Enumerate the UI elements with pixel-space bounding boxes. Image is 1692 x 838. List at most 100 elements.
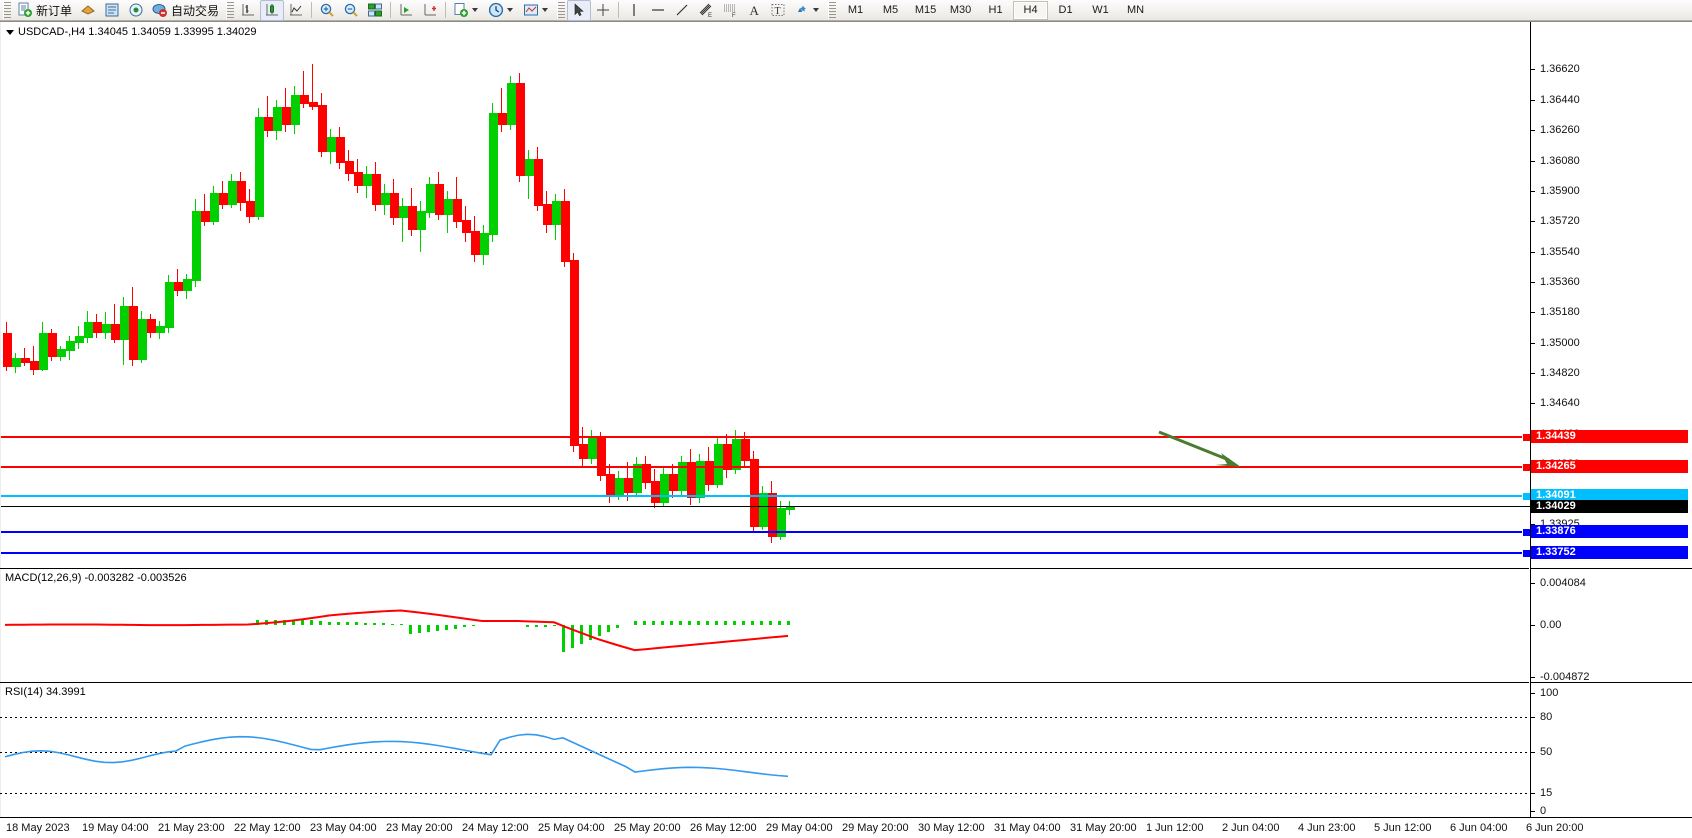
data-window-button[interactable] bbox=[100, 0, 124, 21]
toolbar-grip-3[interactable] bbox=[557, 1, 566, 19]
candle-body bbox=[309, 101, 318, 107]
scroll-end-button[interactable] bbox=[394, 0, 418, 21]
rsi-scale-label: 80 bbox=[1540, 710, 1553, 723]
timeframe-m15[interactable]: M15 bbox=[914, 4, 937, 16]
line-chart-button[interactable] bbox=[284, 0, 308, 21]
candle-body bbox=[786, 506, 795, 510]
candle-body bbox=[543, 204, 552, 225]
support-line-1-handle[interactable] bbox=[1522, 528, 1530, 538]
chevron-down-icon[interactable] bbox=[813, 8, 820, 12]
macd-histogram-bar bbox=[301, 620, 304, 625]
macd-histogram-bar bbox=[589, 624, 592, 640]
chart-shift-button[interactable] bbox=[418, 0, 442, 21]
candle-body bbox=[336, 136, 345, 163]
timeframe-m30[interactable]: M30 bbox=[949, 4, 972, 16]
macd-histogram-bar bbox=[598, 624, 601, 636]
rsi-scale-tick bbox=[1531, 793, 1535, 795]
support-line-1[interactable] bbox=[1, 531, 1530, 534]
resistance-line-1[interactable] bbox=[1, 436, 1530, 439]
candle-wick bbox=[204, 194, 205, 227]
time-axis-label: 5 Jun 12:00 bbox=[1374, 822, 1432, 834]
candle-body bbox=[435, 184, 444, 215]
timeframe-d1[interactable]: D1 bbox=[1058, 4, 1073, 16]
time-axis-label: 29 May 20:00 bbox=[842, 822, 909, 834]
macd-histogram-bar bbox=[328, 621, 331, 625]
market-watch-button[interactable] bbox=[76, 0, 100, 21]
price-plot[interactable] bbox=[1, 22, 1530, 817]
horizontal-line-button[interactable] bbox=[646, 0, 670, 21]
time-axis-label: 25 May 20:00 bbox=[614, 822, 681, 834]
candle-body bbox=[372, 174, 381, 205]
cyan-line-handle[interactable] bbox=[1522, 492, 1530, 502]
time-axis[interactable]: 18 May 2023 19 May 04:00 21 May 23:00 22 Ma… bbox=[0, 817, 1692, 838]
vertical-line-button[interactable] bbox=[622, 0, 646, 21]
new-order-button[interactable]: 新订单 bbox=[13, 0, 76, 21]
time-axis-label: 18 May 2023 bbox=[6, 822, 70, 834]
macd-scale-label: 0.004084 bbox=[1540, 577, 1586, 589]
trend-arrow-annotation[interactable] bbox=[1151, 427, 1251, 472]
candle-body bbox=[426, 184, 435, 214]
objects-icon bbox=[798, 5, 807, 12]
bar-chart-button[interactable] bbox=[236, 0, 260, 21]
crosshair-icon bbox=[597, 4, 610, 16]
navigator-button[interactable] bbox=[124, 0, 148, 21]
market-watch-icon bbox=[81, 5, 95, 15]
objects-button[interactable] bbox=[790, 0, 825, 21]
text-label-button[interactable]: A bbox=[742, 0, 766, 21]
templates-button[interactable] bbox=[449, 0, 484, 21]
support-line-2-handle[interactable] bbox=[1522, 549, 1530, 559]
cursor-button[interactable] bbox=[567, 0, 592, 21]
candle-body bbox=[282, 106, 291, 126]
equidistant-channel-button[interactable]: E bbox=[694, 0, 718, 21]
timeframe-m1[interactable]: M1 bbox=[847, 4, 864, 16]
crosshair-button[interactable] bbox=[591, 0, 615, 21]
new-order-label: 新订单 bbox=[36, 3, 73, 18]
chevron-down-icon[interactable] bbox=[507, 8, 514, 12]
price-tick: 1.35360 bbox=[1531, 276, 1692, 288]
chart-menu-caret-icon[interactable] bbox=[6, 29, 14, 35]
toolbar-grip-2[interactable] bbox=[226, 1, 235, 19]
candle-body bbox=[534, 158, 543, 207]
candle-body bbox=[516, 82, 525, 177]
candlestick-chart-icon bbox=[266, 4, 279, 16]
macd-label: MACD(12,26,9) -0.003282 -0.003526 bbox=[5, 572, 187, 584]
candle-body bbox=[498, 113, 507, 126]
timeframe-h1[interactable]: H1 bbox=[988, 4, 1003, 16]
support-line-2[interactable] bbox=[1, 552, 1530, 555]
candlestick-chart-button[interactable] bbox=[260, 0, 285, 21]
candle-body bbox=[723, 443, 732, 470]
candle-body bbox=[471, 231, 480, 256]
zoom-out-button[interactable] bbox=[339, 0, 363, 21]
timeframe-h4[interactable]: H4 bbox=[1013, 0, 1049, 20]
macd-pane[interactable]: MACD(12,26,9) -0.003282 -0.003526 bbox=[0, 568, 1529, 688]
text-button[interactable]: T bbox=[766, 0, 790, 21]
chevron-down-icon[interactable] bbox=[542, 8, 549, 12]
cyan-line[interactable] bbox=[1, 495, 1530, 498]
data-window-icon bbox=[105, 3, 119, 17]
candle-wick bbox=[33, 346, 34, 375]
trendline-button[interactable] bbox=[670, 0, 694, 21]
rsi-pane[interactable]: RSI(14) 34.3991 bbox=[0, 682, 1529, 818]
timeframe-m5[interactable]: M5 bbox=[882, 4, 899, 16]
indicators-button[interactable] bbox=[519, 0, 554, 21]
chart-area[interactable]: USDCAD-,H4 1.34045 1.34059 1.33995 1.340… bbox=[0, 21, 1692, 838]
resistance-line-2[interactable] bbox=[1, 465, 1530, 468]
fibonacci-button[interactable]: F bbox=[718, 0, 742, 21]
macd-histogram-bar bbox=[652, 621, 655, 625]
zoom-in-button[interactable] bbox=[315, 0, 339, 21]
tile-windows-button[interactable] bbox=[363, 0, 387, 21]
toolbar-grip-1[interactable] bbox=[3, 1, 11, 19]
timeframe-mn[interactable]: MN bbox=[1126, 4, 1145, 16]
timeframe-w1[interactable]: W1 bbox=[1092, 4, 1109, 16]
chevron-down-icon[interactable] bbox=[472, 8, 479, 12]
period-button[interactable] bbox=[484, 0, 519, 21]
macd-histogram-bar bbox=[715, 621, 718, 625]
toolbar-grip-4[interactable] bbox=[828, 1, 837, 19]
resistance-line-1-handle[interactable] bbox=[1522, 433, 1530, 443]
macd-histogram-bar bbox=[580, 624, 583, 644]
terminal-button[interactable]: 自动交易 bbox=[148, 0, 223, 21]
resistance-line-2-handle[interactable] bbox=[1522, 462, 1530, 472]
candle-body bbox=[48, 332, 57, 357]
rsi-level-line bbox=[0, 793, 1529, 795]
candle-body bbox=[381, 192, 390, 205]
